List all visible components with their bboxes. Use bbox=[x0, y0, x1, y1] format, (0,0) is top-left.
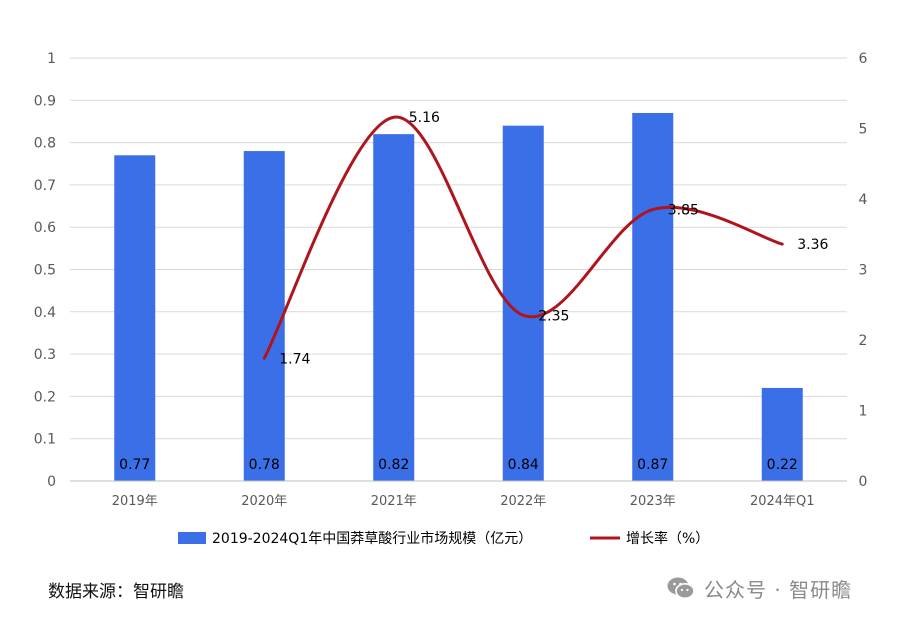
line-data-label: 3.85 bbox=[668, 203, 699, 219]
line-data-label: 1.74 bbox=[279, 351, 310, 367]
legend-bar-label: 2019-2024Q1年中国莽草酸行业市场规模（亿元） bbox=[212, 530, 532, 547]
x-tick-label: 2019年 bbox=[112, 494, 158, 509]
line-data-label: 3.36 bbox=[797, 237, 828, 253]
y-left-tick-label: 0.9 bbox=[34, 93, 56, 109]
legend: 2019-2024Q1年中国莽草酸行业市场规模（亿元） 增长率（%） bbox=[178, 530, 709, 547]
bar bbox=[632, 112, 674, 482]
bar bbox=[373, 134, 415, 481]
gridlines bbox=[70, 57, 847, 482]
source-note: 数据来源：智研瞻 bbox=[48, 582, 184, 602]
bar-data-label: 0.82 bbox=[378, 457, 409, 473]
x-tick-label: 2020年 bbox=[241, 494, 287, 509]
x-tick-label: 2022年 bbox=[500, 494, 546, 509]
bar bbox=[243, 151, 285, 481]
y-left-tick-label: 0.6 bbox=[34, 220, 56, 236]
line-data-label: 5.16 bbox=[409, 110, 440, 126]
line-data-label: 2.35 bbox=[538, 308, 569, 324]
legend-bar-swatch bbox=[178, 532, 206, 544]
bar bbox=[761, 387, 803, 481]
legend-line-label: 增长率（%） bbox=[626, 530, 709, 547]
y-axis-right: 0 1 2 3 4 5 6 bbox=[859, 51, 868, 490]
y-right-tick-label: 3 bbox=[859, 263, 868, 279]
y-left-tick-label: 1 bbox=[47, 51, 56, 67]
y-left-tick-label: 0.7 bbox=[34, 178, 56, 194]
x-tick-label: 2024年Q1 bbox=[750, 494, 815, 509]
x-tick-label: 2021年 bbox=[371, 494, 417, 509]
x-axis: 2019年 2020年 2021年 2022年 2023年 2024年Q1 bbox=[70, 480, 847, 509]
y-right-tick-label: 6 bbox=[859, 51, 868, 67]
bar-data-label: 0.78 bbox=[249, 457, 280, 473]
line-series: 1.74 5.16 2.35 3.85 3.36 bbox=[262, 110, 829, 367]
watermark-text: 公众号 · 智研瞻 bbox=[704, 577, 853, 602]
watermark: 公众号 · 智研瞻 bbox=[666, 574, 852, 602]
y-axis-left: 0 0.1 0.2 0.3 0.4 0.5 0.6 0.7 0.8 0.9 1 bbox=[34, 51, 56, 490]
wechat-icon bbox=[667, 577, 695, 599]
y-left-tick-label: 0.5 bbox=[34, 263, 56, 279]
bar-data-label: 0.77 bbox=[119, 457, 150, 473]
growth-rate-line bbox=[262, 115, 784, 360]
bar-data-label: 0.87 bbox=[637, 457, 668, 473]
y-right-tick-label: 5 bbox=[859, 122, 868, 138]
y-left-tick-label: 0 bbox=[47, 474, 56, 490]
y-right-tick-label: 1 bbox=[859, 404, 868, 420]
y-left-tick-label: 0.4 bbox=[34, 305, 56, 321]
y-left-tick-label: 0.2 bbox=[34, 389, 56, 405]
y-right-tick-label: 4 bbox=[859, 192, 868, 208]
y-left-tick-label: 0.1 bbox=[34, 432, 56, 448]
bar-series: 0.77 0.78 0.82 0.84 0.87 0.22 bbox=[114, 112, 803, 482]
y-right-tick-label: 2 bbox=[859, 333, 868, 349]
bar-data-label: 0.22 bbox=[767, 457, 798, 473]
y-left-tick-label: 0.8 bbox=[34, 136, 56, 152]
y-left-tick-label: 0.3 bbox=[34, 347, 56, 363]
y-right-tick-label: 0 bbox=[859, 474, 868, 490]
bar-data-label: 0.84 bbox=[508, 457, 539, 473]
bar bbox=[114, 155, 156, 482]
x-tick-label: 2023年 bbox=[630, 494, 676, 509]
